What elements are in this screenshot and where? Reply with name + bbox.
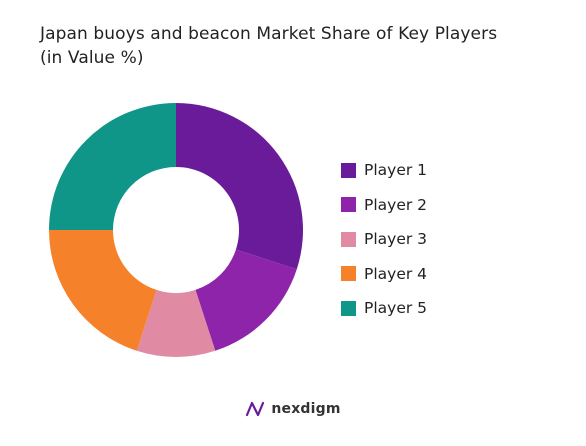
legend-item-4: Player 4 (341, 257, 541, 292)
legend-swatch (341, 162, 356, 178)
legend-item-3: Player 3 (341, 222, 541, 257)
chart-title-line-2: (in Value %) (40, 48, 144, 68)
brand-footer: nexdigm (0, 400, 586, 418)
chart-legend: Player 1 Player 2 Player 3 Player 4 Player 5 (341, 153, 541, 326)
legend-label: Player 5 (364, 299, 428, 318)
legend-item-1: Player 1 (341, 153, 541, 188)
legend-label: Player 3 (364, 230, 428, 249)
donut-slice-1 (176, 103, 303, 270)
donut-slice-2 (195, 249, 297, 351)
legend-swatch (341, 300, 356, 316)
donut-slice-4 (49, 230, 157, 351)
legend-label: Player 2 (364, 195, 428, 214)
donut-slice-3 (136, 289, 216, 357)
legend-item-5: Player 5 (341, 291, 541, 326)
legend-label: Player 4 (364, 264, 428, 283)
legend-swatch (341, 197, 356, 213)
legend-swatch (341, 231, 356, 247)
chart-title-line-1: Japan buoys and beacon Market Share of K… (40, 24, 498, 44)
donut-slice-5 (49, 103, 176, 230)
legend-label: Player 1 (364, 161, 428, 180)
brand-name: nexdigm (271, 401, 341, 417)
nexdigm-logo-icon (246, 401, 265, 417)
legend-item-2: Player 2 (341, 188, 541, 223)
legend-swatch (341, 266, 356, 282)
chart-title: Japan buoys and beacon Market Share of K… (40, 22, 570, 70)
